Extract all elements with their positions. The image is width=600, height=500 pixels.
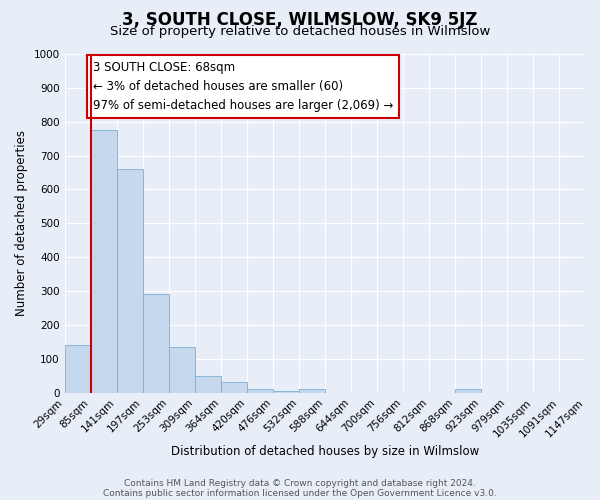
Bar (116, 169, 143, 392)
Bar (169, 347, 194, 393)
Bar (194, 376, 221, 392)
Bar (221, 382, 247, 392)
Bar (91, 130, 116, 392)
Bar (247, 389, 273, 392)
Y-axis label: Number of detached properties: Number of detached properties (15, 130, 28, 316)
Text: Contains HM Land Registry data © Crown copyright and database right 2024.
Contai: Contains HM Land Registry data © Crown c… (103, 478, 497, 498)
Text: Size of property relative to detached houses in Wilmslow: Size of property relative to detached ho… (110, 25, 490, 38)
Bar (143, 294, 169, 392)
Bar (455, 389, 481, 392)
Bar (299, 389, 325, 392)
Bar (65, 345, 91, 393)
Text: 3 SOUTH CLOSE: 68sqm
← 3% of detached houses are smaller (60)
97% of semi-detach: 3 SOUTH CLOSE: 68sqm ← 3% of detached ho… (93, 61, 394, 112)
Bar (273, 391, 299, 392)
X-axis label: Distribution of detached houses by size in Wilmslow: Distribution of detached houses by size … (170, 444, 479, 458)
Text: 3, SOUTH CLOSE, WILMSLOW, SK9 5JZ: 3, SOUTH CLOSE, WILMSLOW, SK9 5JZ (122, 11, 478, 29)
